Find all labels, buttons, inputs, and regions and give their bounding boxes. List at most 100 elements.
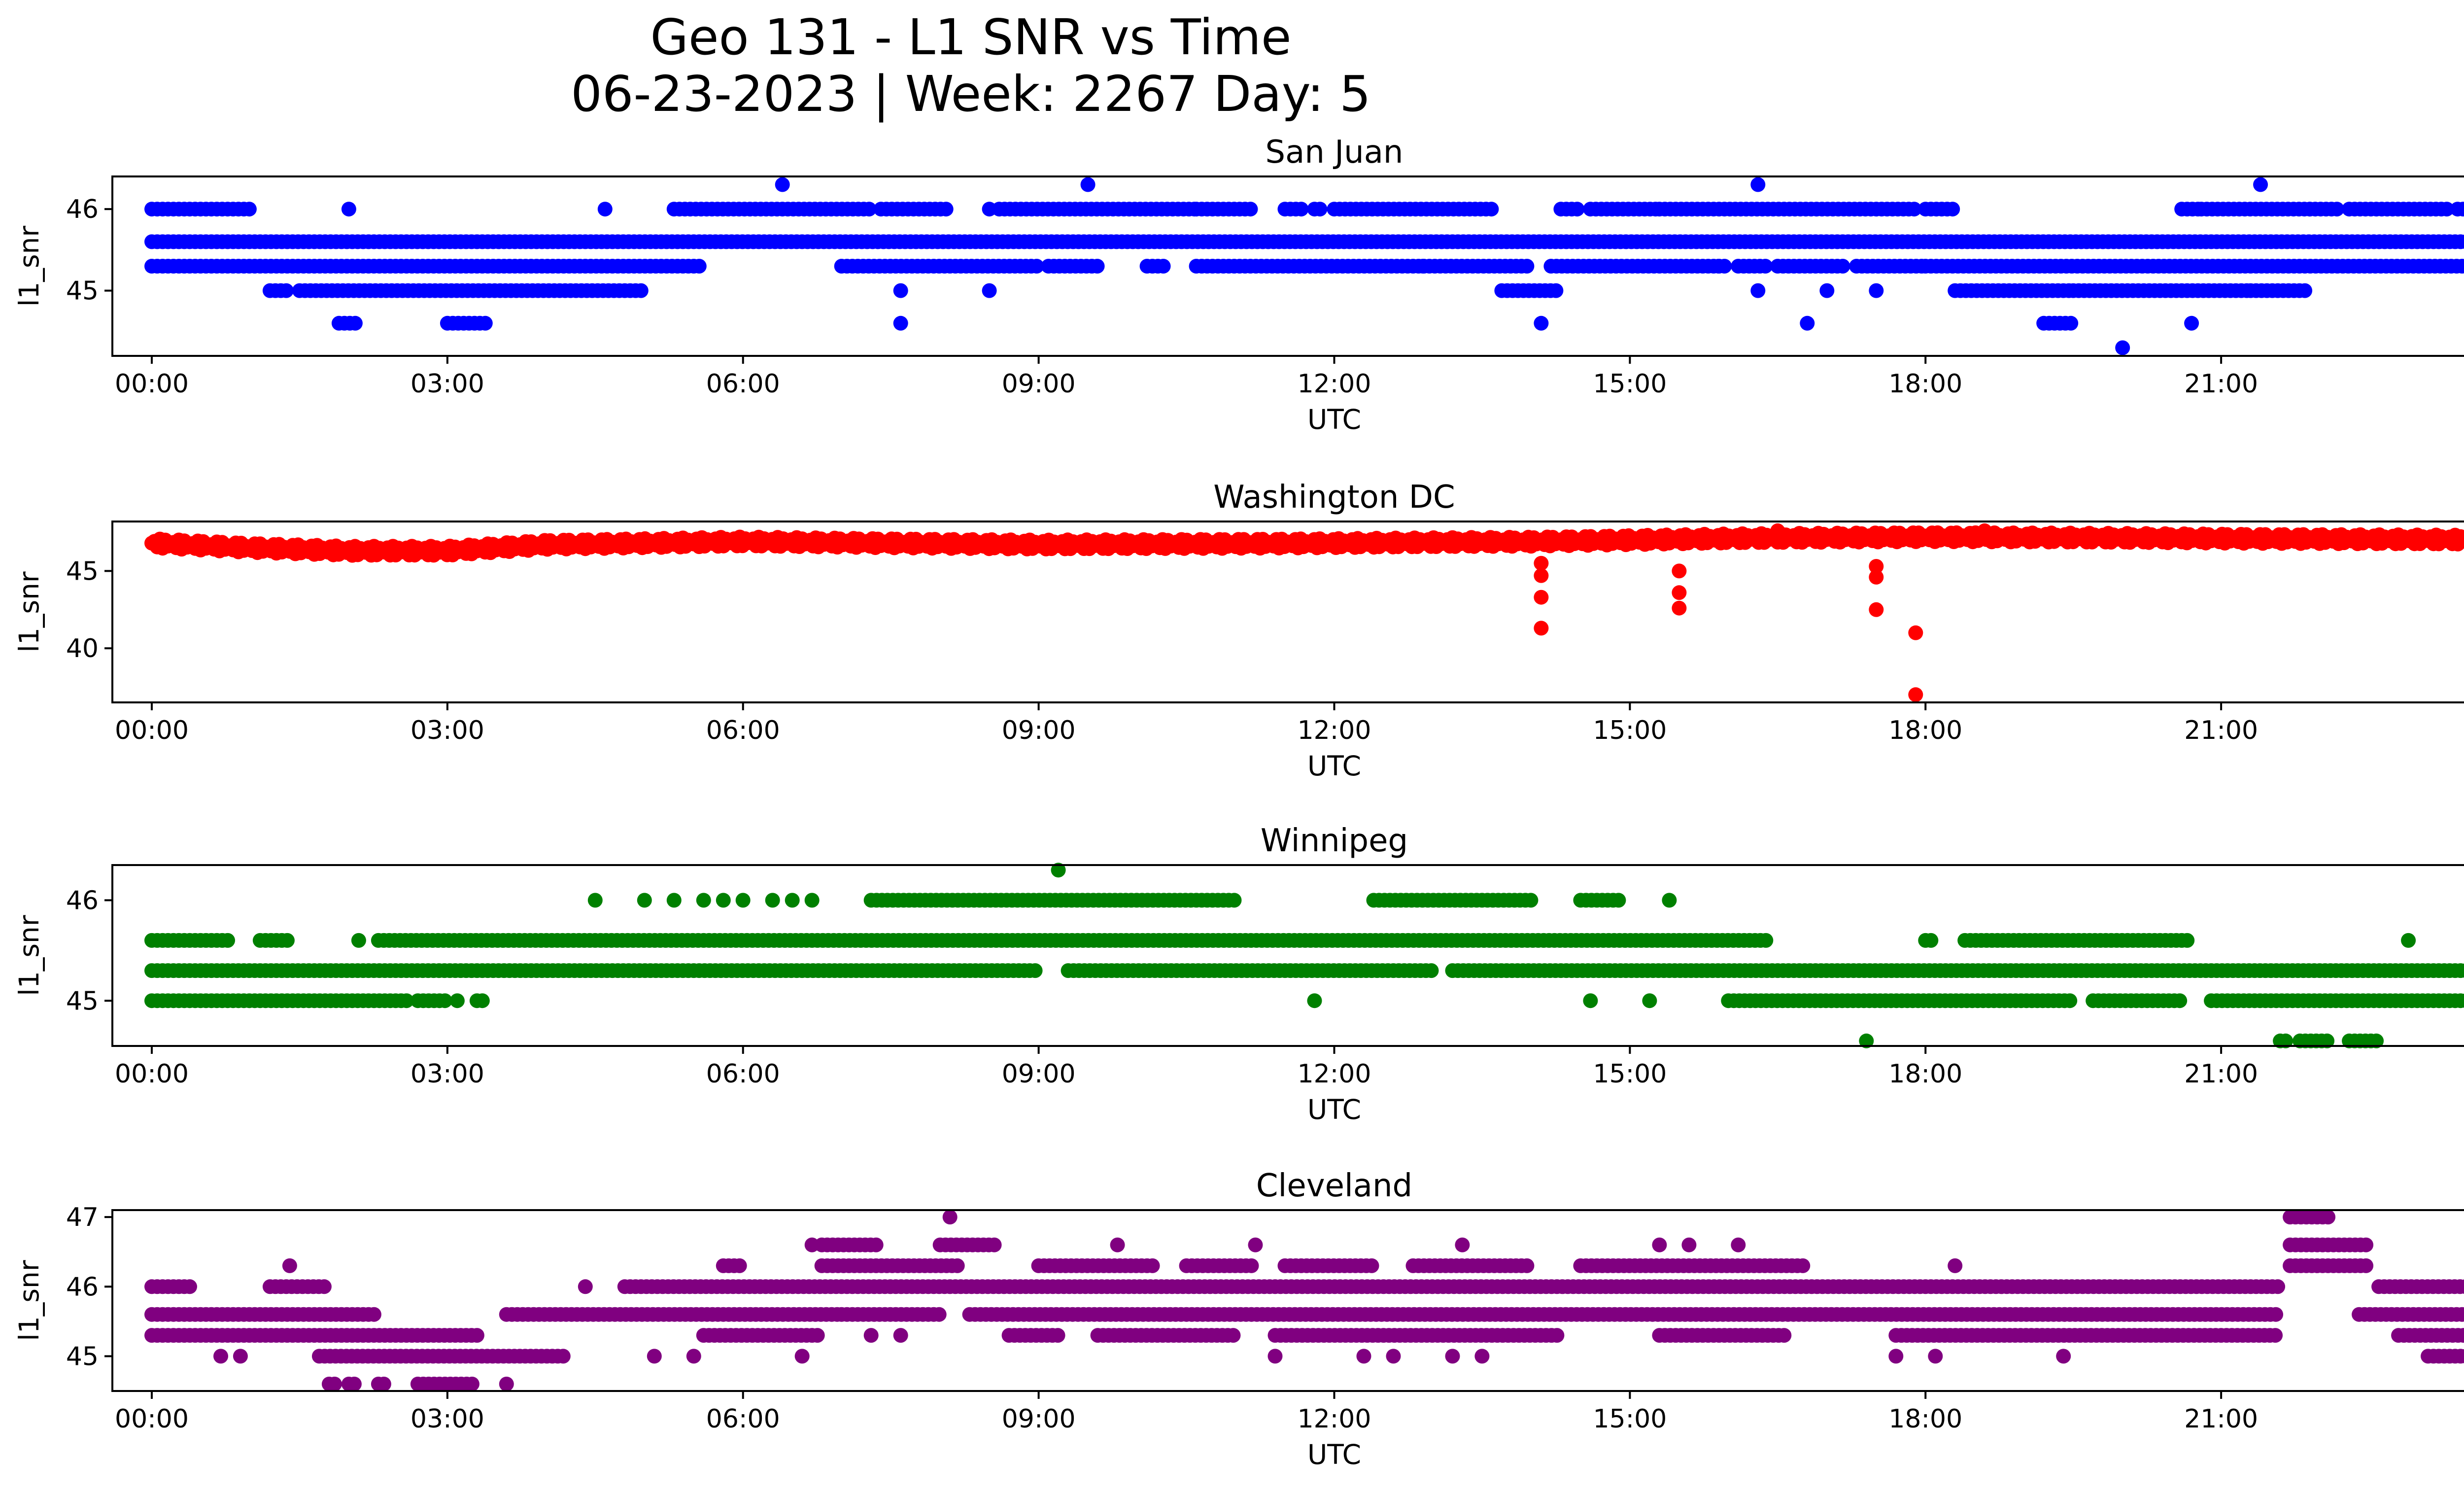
data-point bbox=[1294, 202, 1309, 217]
data-point bbox=[666, 893, 682, 908]
data-point bbox=[1484, 202, 1499, 217]
data-point bbox=[469, 1328, 484, 1343]
y-tick-label: 46 bbox=[66, 195, 99, 224]
data-point bbox=[1424, 963, 1439, 978]
y-tick-label: 45 bbox=[66, 556, 99, 586]
y-tick-label: 47 bbox=[66, 1203, 99, 1232]
data-point bbox=[1711, 259, 1726, 274]
data-point bbox=[2359, 1237, 2374, 1252]
subplot-title: Washington DC bbox=[1213, 479, 1455, 516]
data-point bbox=[1945, 202, 1960, 217]
data-point bbox=[1869, 602, 1884, 617]
data-point bbox=[1731, 1237, 1746, 1252]
data-point bbox=[2268, 1328, 2283, 1343]
x-tick-label: 00:00 bbox=[115, 1059, 189, 1089]
x-tick-label: 12:00 bbox=[1298, 1404, 1371, 1434]
data-point bbox=[2180, 933, 2195, 948]
data-point bbox=[785, 893, 800, 908]
data-point bbox=[587, 893, 603, 908]
data-point bbox=[2459, 234, 2464, 249]
x-axis-label: UTC bbox=[1307, 1439, 1361, 1470]
data-point bbox=[716, 893, 731, 908]
data-point bbox=[1534, 568, 1549, 583]
data-point bbox=[863, 1328, 879, 1343]
data-point bbox=[2359, 1258, 2374, 1273]
x-tick-label: 18:00 bbox=[1888, 716, 1962, 745]
data-point bbox=[691, 259, 707, 274]
subplot-title: Cleveland bbox=[1256, 1168, 1412, 1204]
data-point bbox=[1227, 893, 1242, 908]
data-point bbox=[1750, 283, 1766, 298]
data-point bbox=[1243, 202, 1258, 217]
y-axis-label: l1_snr bbox=[13, 915, 45, 996]
x-axis-label: UTC bbox=[1307, 1094, 1361, 1125]
data-point bbox=[2062, 993, 2078, 1008]
data-point bbox=[1869, 569, 1884, 585]
x-tick-label: 18:00 bbox=[1888, 369, 1962, 399]
x-tick-label: 00:00 bbox=[115, 716, 189, 745]
data-point bbox=[982, 202, 997, 217]
data-point bbox=[696, 893, 711, 908]
data-point bbox=[182, 1279, 197, 1294]
data-point bbox=[861, 202, 877, 217]
data-point bbox=[893, 283, 908, 298]
data-point bbox=[1672, 600, 1687, 616]
data-point bbox=[775, 177, 790, 192]
subplot-title: Winnipeg bbox=[1261, 823, 1408, 859]
subplot-title: San Juan bbox=[1266, 134, 1403, 171]
x-tick-label: 09:00 bbox=[1002, 1404, 1076, 1434]
data-point bbox=[351, 933, 366, 948]
data-point bbox=[1869, 283, 1884, 298]
data-point bbox=[2270, 1279, 2286, 1294]
data-point bbox=[1027, 963, 1043, 978]
data-point bbox=[347, 315, 363, 331]
data-point bbox=[2401, 933, 2416, 948]
data-point bbox=[233, 1349, 248, 1364]
x-tick-label: 18:00 bbox=[1888, 1404, 1962, 1434]
y-tick-label: 40 bbox=[66, 634, 99, 663]
data-point bbox=[1948, 1258, 1963, 1273]
data-point bbox=[1455, 1237, 1470, 1252]
data-point bbox=[376, 1376, 391, 1391]
scatter-points bbox=[144, 177, 2464, 355]
data-point bbox=[2321, 1210, 2336, 1225]
data-point bbox=[1758, 933, 1774, 948]
data-point bbox=[1156, 259, 1171, 274]
data-point bbox=[1090, 259, 1105, 274]
data-point bbox=[279, 933, 295, 948]
figure-title-line2: 06-23-2023 | Week: 2267 Day: 5 bbox=[571, 65, 1370, 123]
data-point bbox=[1570, 202, 1585, 217]
data-point bbox=[1244, 1258, 1259, 1273]
data-point bbox=[316, 1279, 332, 1294]
data-point bbox=[633, 283, 649, 298]
data-point bbox=[1583, 993, 1598, 1008]
data-point bbox=[794, 1349, 810, 1364]
scatter-points bbox=[144, 523, 2464, 702]
data-point bbox=[1888, 1349, 1904, 1364]
data-point bbox=[1080, 177, 1095, 192]
figure-title-line1: Geo 131 - L1 SNR vs Time bbox=[650, 8, 1292, 66]
x-tick-label: 12:00 bbox=[1298, 1059, 1371, 1089]
data-point bbox=[346, 1376, 362, 1391]
data-point bbox=[810, 1328, 825, 1343]
data-point bbox=[735, 893, 751, 908]
y-tick-label: 46 bbox=[66, 886, 99, 915]
data-point bbox=[1795, 1258, 1811, 1273]
data-point bbox=[2456, 202, 2464, 217]
data-point bbox=[1523, 893, 1539, 908]
data-point bbox=[327, 1376, 342, 1391]
data-point bbox=[938, 202, 954, 217]
data-point bbox=[241, 202, 257, 217]
data-point bbox=[282, 1258, 297, 1273]
x-tick-label: 21:00 bbox=[2184, 1059, 2258, 1089]
x-tick-label: 00:00 bbox=[115, 369, 189, 399]
data-point bbox=[893, 1328, 908, 1343]
data-point bbox=[2172, 993, 2188, 1008]
data-point bbox=[1145, 1258, 1160, 1273]
data-point bbox=[1652, 1237, 1667, 1252]
data-point bbox=[2184, 315, 2199, 331]
data-point bbox=[2253, 177, 2268, 192]
data-point bbox=[1307, 993, 1322, 1008]
